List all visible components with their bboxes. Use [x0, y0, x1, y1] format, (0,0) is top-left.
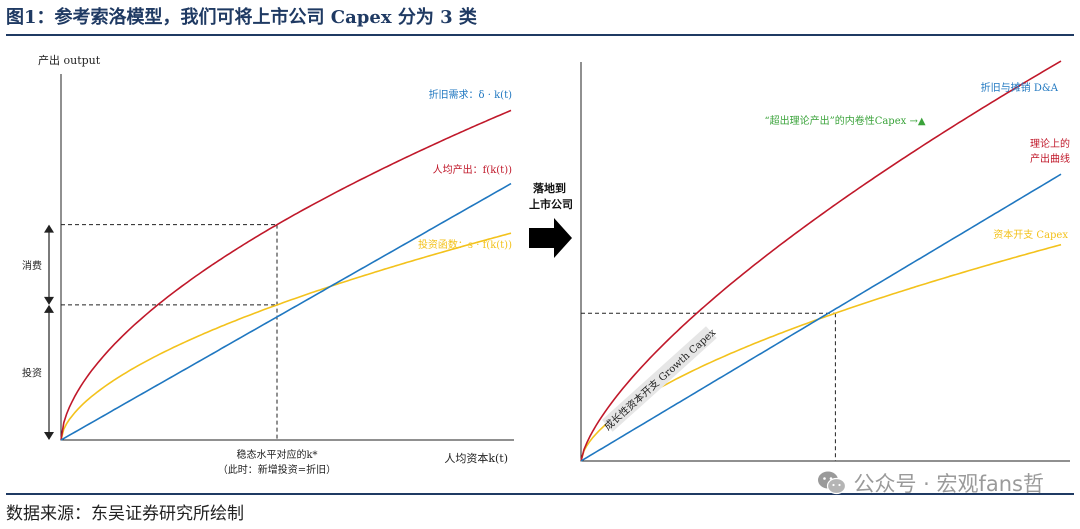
left-series-output-line [60, 109, 512, 441]
right-series-theory-output-line [580, 60, 1062, 462]
right-chart: 折旧与摊销 D&A 理论上的 产出曲线 资本开支 Capex “超出理论产出”的… [580, 60, 1070, 462]
transition-label-line2: 上市公司 [529, 197, 573, 211]
left-axes [60, 74, 514, 441]
left-y-axis-label: 产出 output [38, 53, 101, 67]
transition-label-line1: 落地到 [533, 181, 566, 195]
left-series-output-label: 人均产出：f(k(t)) [433, 163, 512, 176]
left-investment-label: 投资 [22, 366, 42, 379]
right-series-da-label: 折旧与摊销 D&A [981, 81, 1059, 94]
right-excess-capex-annotation: “超出理论产出”的内卷性Capex →▲ [764, 114, 925, 127]
growth-capex-label-background [601, 326, 717, 432]
arrow-right-icon [529, 218, 572, 258]
left-x-axis-label: 人均资本k(t) [444, 451, 508, 465]
left-series-depreciation-label: 折旧需求：δ · k(t) [429, 88, 513, 101]
right-series-theory-label-line1: 理论上的 [1030, 137, 1070, 150]
left-series-investment-label: 投资函数：s · f(k(t)) [418, 238, 512, 251]
left-kstar-label: 稳态水平对应的k* [236, 448, 317, 461]
bottom-rule [6, 493, 1074, 495]
left-consumption-label: 消费 [22, 259, 42, 272]
transition: 落地到 上市公司 [529, 181, 573, 258]
figure-title: 图1：参考索洛模型，我们可将上市公司 Capex 分为 3 类 [6, 7, 477, 28]
left-chart: 产出 output 人均资本k(t) 折旧需求：δ · k(t) 人均产出：f(… [22, 53, 514, 476]
top-rule [6, 34, 1074, 36]
left-consumption-bracket [44, 224, 54, 305]
left-investment-bracket [44, 304, 54, 440]
left-series-depreciation-line [60, 182, 512, 441]
source-note: 数据来源：东吴证券研究所绘制 [6, 504, 244, 524]
right-series-theory-label-line2: 产出曲线 [1030, 152, 1070, 165]
watermark: 公众号 · 宏观fans哲 [817, 468, 1044, 498]
right-series-da-line [580, 173, 1062, 462]
left-series-investment-line [60, 232, 512, 441]
left-kstar-note: （此时：新增投资=折旧） [218, 463, 336, 476]
right-series-capex-label: 资本开支 Capex [993, 228, 1068, 241]
watermark-text: 公众号 · 宏观fans哲 [853, 472, 1044, 496]
wechat-icon [818, 471, 847, 495]
